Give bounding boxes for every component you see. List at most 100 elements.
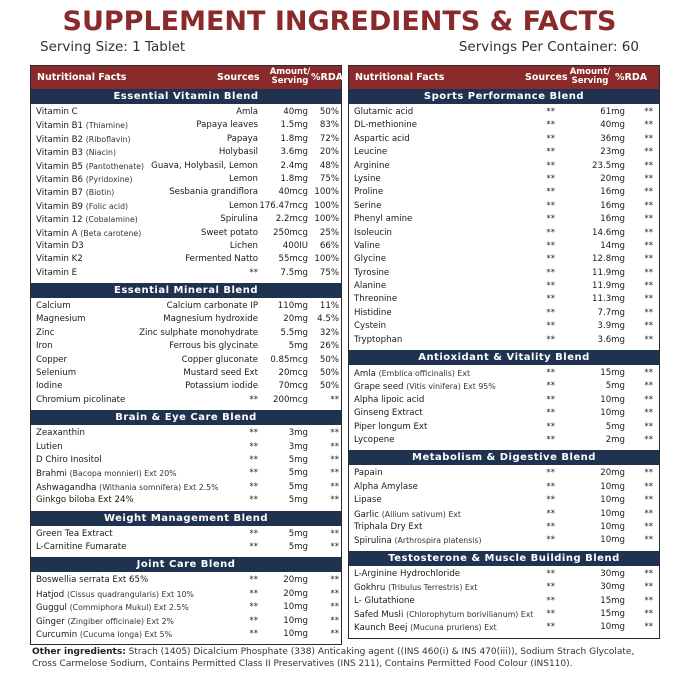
ingredient-row: Iodine Potassium iodide 70mcg 50% — [31, 380, 341, 393]
ingredient-source: ** — [546, 394, 555, 405]
ingredient-rda: ** — [644, 421, 653, 432]
ingredient-source: ** — [546, 421, 555, 432]
ingredient-row: Histidine ** 7.7mg ** — [349, 307, 659, 320]
ingredient-amount: 5mg — [288, 541, 308, 552]
ingredient-rda: 32% — [319, 327, 339, 338]
ingredient-name: L- Glutathione — [354, 595, 415, 608]
ingredient-row: Guggul (Commiphora Mukul) Ext 2.5% ** 10mg… — [31, 601, 341, 614]
ingredient-rda: 25% — [319, 227, 339, 238]
ingredient-source: ** — [546, 622, 555, 633]
ingredient-name-detail: (Zingiber officinale) Ext 2% — [67, 616, 174, 626]
ingredient-name-text: Vitamin C — [36, 107, 78, 117]
ingredient-rda: ** — [330, 628, 339, 639]
ingredient-name-text: Vitamin B1 — [36, 121, 84, 132]
ingredient-amount: 20mcg — [278, 368, 309, 379]
ingredient-name: Piper longum Ext — [354, 421, 427, 434]
ingredient-amount: 10mg — [600, 394, 625, 405]
ingredient-source: Lichen — [229, 240, 258, 251]
ingredient-name-text: Kaunch Beej — [354, 623, 408, 634]
header-sources: Sources — [217, 72, 260, 83]
ingredient-name: L-Arginine Hydrochloride — [354, 568, 460, 581]
ingredient-name-text: Triphala Dry Ext — [354, 521, 423, 532]
ingredient-name-detail: (Pantothenate) — [85, 161, 145, 171]
ingredient-name: Hatjod (Cissus quadrangularis) Ext 10% — [36, 588, 194, 602]
ingredient-amount: 10mg — [600, 508, 625, 519]
ingredient-rda: ** — [330, 615, 339, 626]
ingredient-amount: 5mg — [605, 421, 625, 432]
ingredient-amount: 20mg — [283, 588, 308, 599]
ingredient-name: Iodine — [36, 380, 62, 393]
ingredient-rda: ** — [644, 120, 653, 131]
ingredient-row: Vitamin A (Beta carotene) Sweet potato 250… — [31, 227, 341, 240]
ingredient-amount: 16mg — [600, 200, 625, 211]
ingredient-rda: ** — [644, 608, 653, 619]
ingredient-rda: ** — [644, 334, 653, 345]
other-ingredients: Other ingredients: Strach (1405) Dicalci… — [32, 646, 652, 670]
ingredient-name-text: Garlic — [354, 509, 379, 520]
ingredient-name: Amla (Emblica officinalis) Ext — [354, 367, 470, 381]
ingredient-name: Threonine — [354, 293, 397, 306]
ingredient-row: Kaunch Beej (Mucuna pruriens) Ext ** 10mg *… — [349, 621, 659, 634]
ingredient-name: Vitamin B9 (Folic acid) — [36, 200, 128, 214]
ingredient-name-text: D Chiro Inositol — [36, 454, 102, 465]
ingredient-name: L-Carnitine Fumarate — [36, 541, 126, 554]
ingredient-amount: 3mg — [288, 428, 308, 439]
ingredient-name: Lysine — [354, 173, 381, 186]
ingredient-name: Serine — [354, 200, 381, 213]
ingredient-source: ** — [546, 535, 555, 546]
ingredient-rda: ** — [644, 227, 653, 238]
ingredient-amount: 5mg — [288, 468, 308, 479]
ingredient-source: Lemon — [229, 200, 258, 211]
header-amount: Amount/Serving — [567, 68, 613, 86]
ingredient-source: ** — [249, 481, 258, 492]
section-title-antioxidant-and-vitality-blend: Antioxidant & Vitality Blend — [349, 350, 659, 366]
ingredient-row: Vitamin B5 (Pantothenate) Guava, Holybasi… — [31, 160, 341, 173]
ingredient-source: ** — [249, 428, 258, 439]
ingredient-rda: ** — [644, 107, 653, 117]
ingredient-amount: 40mg — [283, 107, 308, 117]
ingredient-rda: ** — [644, 294, 653, 305]
ingredient-rda: 50% — [319, 368, 339, 379]
ingredient-row: Alanine ** 11.9mg ** — [349, 280, 659, 293]
ingredient-source: Spirulina — [220, 214, 258, 225]
ingredient-name-detail: (Bacopa monnieri) Ext 20% — [69, 469, 177, 479]
ingredient-row: Curcumin (Cucuma longa) Ext 5% ** 10mg ** — [31, 628, 341, 641]
ingredient-source: Papaya — [226, 133, 258, 144]
ingredient-row: Garlic (Allium sativum) Ext ** 10mg ** — [349, 508, 659, 521]
ingredient-name: Papain — [354, 467, 383, 480]
ingredient-name-text: Lysine — [354, 173, 381, 184]
ingredient-name: Vitamin B7 (Biotin) — [36, 186, 114, 200]
ingredient-source: ** — [546, 595, 555, 606]
ingredient-row: L- Glutathione ** 15mg ** — [349, 595, 659, 608]
ingredient-row: Tyrosine ** 11.9mg ** — [349, 267, 659, 280]
ingredient-row: Vitamin C Amla 40mg 50% — [31, 106, 341, 119]
ingredient-name-text: Guggul — [36, 603, 67, 614]
ingredient-amount: 16mg — [600, 187, 625, 198]
ingredient-name: Vitamin E — [36, 267, 77, 280]
ingredient-rda: ** — [644, 214, 653, 225]
ingredient-name-detail: (Commiphora Mukul) Ext 2.5% — [69, 603, 189, 613]
ingredient-amount: 14.6mg — [592, 227, 625, 238]
ingredient-name-detail: (Cucuma longa) Ext 5% — [79, 629, 172, 639]
ingredient-name: Iron — [36, 340, 53, 353]
ingredient-name-text: Hatjod — [36, 589, 65, 600]
ingredient-name-text: Valine — [354, 240, 380, 251]
ingredient-amount: 40mg — [600, 120, 625, 131]
other-ingredients-label: Other ingredients: — [32, 647, 126, 657]
left-facts-panel: Nutritional Facts Sources Amount/Serving… — [30, 65, 343, 646]
ingredient-name: Safed Musli (Chlorophytum borivilianum) … — [354, 608, 533, 622]
ingredient-source: ** — [546, 120, 555, 131]
ingredient-source: ** — [546, 608, 555, 619]
ingredient-amount: 23.5mg — [592, 160, 625, 171]
ingredient-name-text: Vitamin K2 — [36, 254, 83, 265]
page-title: SUPPLEMENT INGREDIENTS & FACTS — [62, 6, 617, 37]
ingredient-rda: ** — [330, 541, 339, 552]
ingredient-rda: ** — [644, 582, 653, 593]
ingredient-amount: 5mg — [605, 381, 625, 392]
ingredient-name-text: Arginine — [354, 160, 390, 171]
ingredient-source: ** — [546, 281, 555, 292]
ingredient-name-text: Curcumin — [36, 629, 78, 640]
header-rda: %RDA — [615, 72, 648, 83]
ingredient-name: Ashwagandha (Withania somnifera) Ext 2.5… — [36, 481, 219, 495]
ingredient-row: Lycopene ** 2mg ** — [349, 434, 659, 447]
